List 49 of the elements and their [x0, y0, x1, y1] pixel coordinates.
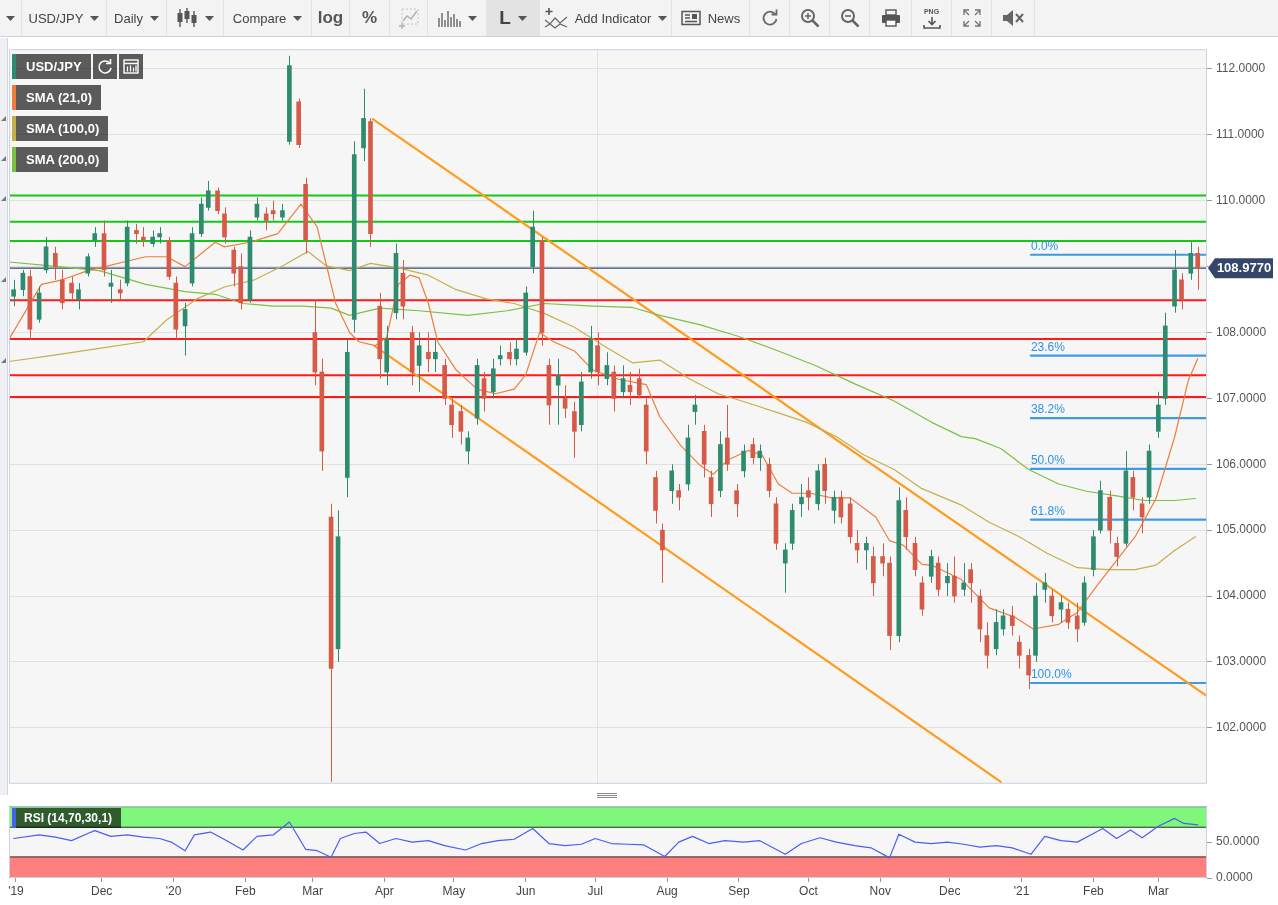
y-tick-label: 105.0000 [1216, 522, 1267, 537]
legend-label: SMA (21,0) [12, 85, 101, 111]
x-tick-label: '21 [1013, 883, 1030, 898]
y-tick-label: 106.0000 [1216, 456, 1267, 471]
x-tick-label: Jun [516, 883, 536, 898]
x-tick-label: Dec [91, 883, 113, 898]
y-tick-label: 110.0000 [1216, 193, 1266, 208]
x-tick-label: Aug [656, 883, 678, 898]
text: % [361, 8, 378, 28]
y-tick-label: 50.0000 [1216, 834, 1260, 849]
annotation: 50.0% [1030, 453, 1066, 468]
text: L [499, 7, 511, 29]
annotation: 38.2% [1030, 402, 1066, 417]
annotation: 100.0% [1030, 667, 1072, 682]
text: Daily [114, 10, 143, 26]
text: log [317, 8, 344, 28]
x-tick-label: Feb [235, 883, 257, 898]
x-tick-label: Apr [375, 883, 394, 898]
text: Compare [232, 10, 287, 26]
x-tick-label: Feb [1083, 883, 1105, 898]
x-tick-label: Jul [587, 883, 603, 898]
x-tick-label: Mar [1148, 883, 1169, 898]
y-tick-label: 108.0000 [1216, 324, 1267, 339]
y-tick-label: 107.0000 [1216, 390, 1267, 405]
x-tick-label: '20 [165, 883, 182, 898]
x-tick-label: Oct [799, 883, 819, 898]
text: Add Indicator [574, 10, 652, 26]
legend-label: SMA (200,0) [12, 147, 109, 173]
x-tick-label: Nov [869, 883, 891, 898]
legend-label: RSI (14,70,30,1) [12, 808, 122, 829]
ref-line-label: 108.9770 [1216, 260, 1272, 276]
annotation: 23.6% [1030, 339, 1066, 354]
x-tick-label: '19 [8, 883, 25, 898]
x-tick-label: Dec [939, 883, 961, 898]
x-tick-label: Sep [728, 883, 750, 898]
annotation: 61.8% [1030, 503, 1066, 518]
legend-label: SMA (100,0) [12, 116, 109, 142]
y-tick-label: 102.0000 [1216, 720, 1267, 735]
y-tick-label: 112.0000 [1216, 61, 1266, 76]
annotation: 0.0% [1030, 239, 1059, 254]
legend-label: USD/JPY [12, 54, 91, 80]
y-tick-label: 0.0000 [1216, 870, 1254, 885]
x-tick-label: May [442, 883, 466, 898]
y-tick-label: 104.0000 [1216, 588, 1267, 603]
y-tick-label: 111.0000 [1216, 127, 1265, 142]
x-tick-label: Mar [302, 883, 323, 898]
y-tick-label: 103.0000 [1216, 654, 1267, 669]
text: News [707, 10, 741, 26]
text: USD/JPY [28, 10, 84, 26]
